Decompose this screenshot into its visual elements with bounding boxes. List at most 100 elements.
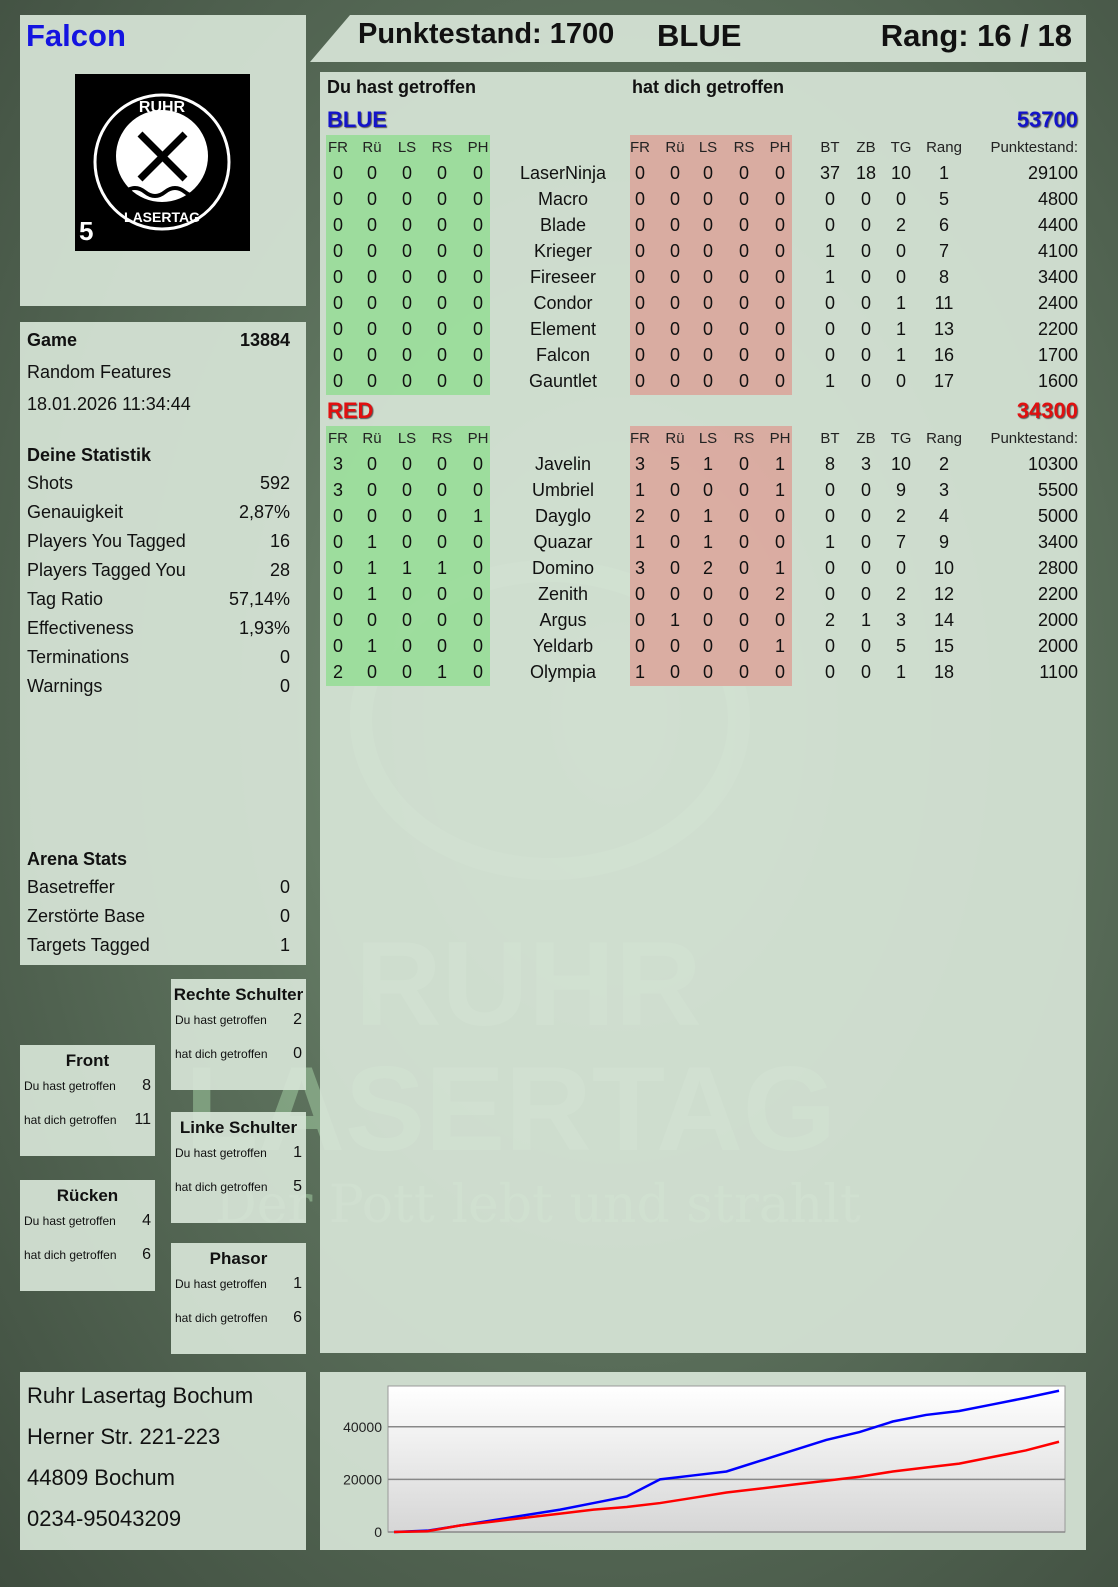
player-stat-cell: 1 [824, 267, 836, 287]
you-hit-cell: 0 [366, 293, 378, 313]
player-score: 3400 [1037, 532, 1078, 552]
you-hit-cell: 0 [472, 662, 484, 682]
player-stat-cell: 0 [860, 267, 872, 287]
you-hit-cell: 0 [472, 610, 484, 630]
stat-value: 57,14% [228, 589, 290, 609]
hit-you-cell: 0 [634, 371, 646, 391]
hit-you-cell: 0 [774, 189, 786, 209]
you-hit-cell: 0 [401, 610, 413, 630]
you-hit-cell: 0 [366, 506, 378, 526]
y-tick-label: 0 [374, 1524, 382, 1540]
address-line: 44809 Bochum [27, 1465, 175, 1490]
hit-you-title: hat dich getroffen [632, 77, 784, 97]
player-stat-cell: 2 [895, 584, 907, 604]
hit-you-cell: 1 [774, 480, 786, 500]
player-name: Condor [533, 293, 593, 313]
hit-you-cell: 0 [738, 215, 750, 235]
player-score: 10300 [1027, 454, 1078, 474]
player-score: 29100 [1027, 163, 1078, 183]
hit-you-cell: 0 [738, 480, 750, 500]
hit-you-cell: 0 [702, 662, 714, 682]
player-name: Element [529, 319, 597, 339]
table-row: 3 0 0 0 0 Javelin 3 5 1 0 1 8 3 10 2 10300 [320, 454, 1086, 480]
player-stat-cell: 18 [855, 163, 877, 183]
player-stat-cell: 0 [860, 480, 872, 500]
player-stat-cell: 3 [895, 610, 907, 630]
column-header: Rang [926, 430, 962, 447]
stat-label: Effectiveness [27, 618, 134, 638]
you-hit-cell: 0 [332, 636, 344, 656]
player-stat-cell: 0 [824, 558, 836, 578]
you-hit-cell: 0 [401, 371, 413, 391]
you-hit-cell: 0 [436, 584, 448, 604]
hit-you-cell: 0 [634, 319, 646, 339]
you-hit-cell: 0 [472, 293, 484, 313]
hit-you-cell: 1 [669, 610, 681, 630]
table-row: 0 0 0 0 0 Element 0 0 0 0 0 0 0 1 13 2200 [320, 319, 1086, 345]
hit-you-cell: 0 [738, 371, 750, 391]
you-hit-cell: 0 [472, 267, 484, 287]
column-header: PH [467, 139, 489, 156]
you-hit-cell: 0 [332, 241, 344, 261]
y-tick-label: 40000 [343, 1419, 382, 1435]
you-hit-cell: 0 [436, 506, 448, 526]
player-stat-cell: 10 [890, 163, 912, 183]
player-stat-cell: 0 [860, 345, 872, 365]
you-hit-value: 8 [142, 1077, 151, 1094]
player-score: 3400 [1037, 267, 1078, 287]
you-hit-cell: 0 [401, 506, 413, 526]
hit-you-cell: 0 [702, 319, 714, 339]
player-stat-cell: 2 [824, 610, 836, 630]
player-stat-cell: 1 [895, 319, 907, 339]
hit-you-label: hat dich getroffen [175, 1180, 268, 1194]
arena-stat-label: Targets Tagged [27, 935, 150, 955]
body-hit-title: Phasor [209, 1249, 268, 1268]
you-hit-label: Du hast getroffen [175, 1277, 267, 1291]
player-name: Javelin [534, 454, 592, 474]
you-hit-cell: 0 [332, 267, 344, 287]
you-hit-cell: 0 [366, 610, 378, 630]
you-hit-cell: 0 [332, 371, 344, 391]
you-hit-cell: 0 [332, 319, 344, 339]
column-header: PH [467, 430, 489, 447]
player-stat-cell: 1 [938, 163, 950, 183]
player-stat-cell: 0 [860, 532, 872, 552]
hit-you-cell: 0 [738, 454, 750, 474]
player-stat-cell: 7 [895, 532, 907, 552]
player-score: 2800 [1037, 558, 1078, 578]
hit-you-cell: 0 [738, 163, 750, 183]
you-hit-cell: 0 [436, 636, 448, 656]
svg-text:LASERTAG: LASERTAG [124, 209, 200, 225]
you-hit-cell: 0 [436, 454, 448, 474]
column-header: Rang [926, 139, 962, 156]
player-name: Blade [539, 215, 587, 235]
player-stat-cell: 0 [860, 189, 872, 209]
you-hit-cell: 0 [366, 241, 378, 261]
table-row: 0 0 0 0 0 Condor 0 0 0 0 0 0 0 1 11 2400 [320, 293, 1086, 319]
stat-value: 16 [269, 531, 290, 551]
hit-you-cell: 0 [669, 345, 681, 365]
header-score: Punktestand: 1700 [358, 18, 615, 50]
you-hit-cell: 0 [436, 319, 448, 339]
player-name: Krieger [533, 241, 593, 261]
hit-you-cell: 0 [738, 610, 750, 630]
body-hit-panel: Front Du hast getroffen 8 hat dich getroffe… [20, 1045, 155, 1156]
column-header: TG [890, 430, 912, 447]
player-score: 2000 [1037, 636, 1078, 656]
you-hit-cell: 1 [366, 532, 378, 552]
hit-you-cell: 5 [669, 454, 681, 474]
hit-you-cell: 0 [702, 163, 714, 183]
hit-you-cell: 0 [634, 189, 646, 209]
hit-you-cell: 0 [738, 532, 750, 552]
you-hit-title: Du hast getroffen [327, 77, 477, 97]
column-header: ZB [856, 430, 876, 447]
hit-you-cell: 0 [738, 293, 750, 313]
player-stat-cell: 2 [895, 506, 907, 526]
you-hit-column-bg [326, 426, 490, 686]
player-stat-cell: 16 [933, 345, 955, 365]
column-header: Punktestand: [990, 430, 1078, 447]
you-hit-cell: 0 [401, 215, 413, 235]
game-mode: Random Features [27, 362, 172, 382]
you-hit-cell: 0 [436, 189, 448, 209]
player-stat-cell: 37 [819, 163, 841, 183]
